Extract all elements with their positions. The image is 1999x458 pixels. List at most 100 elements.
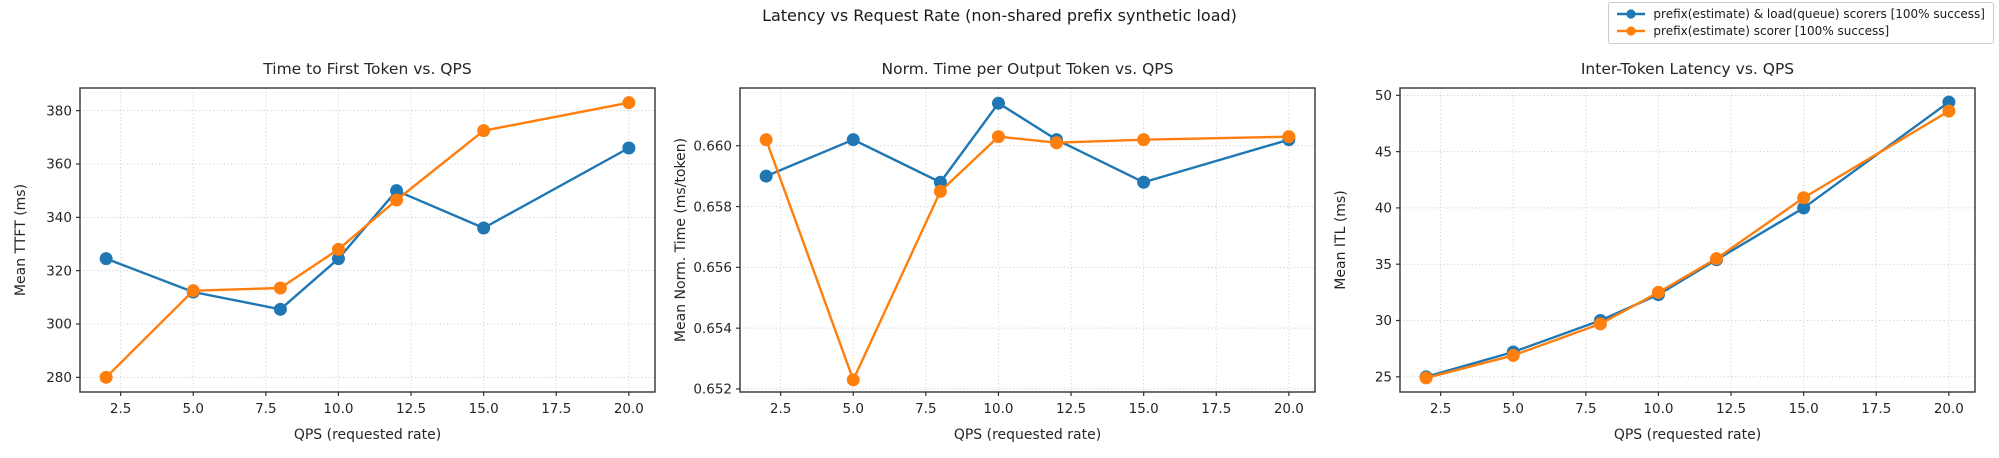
x-tick-label: 7.5: [915, 401, 936, 417]
legend-line-marker-icon: [1617, 26, 1646, 36]
y-tick-label: 0.654: [693, 321, 732, 337]
x-tick-label: 10.0: [983, 401, 1013, 417]
data-point-marker: [1137, 133, 1151, 147]
data-point-marker: [991, 130, 1005, 144]
series-line: [104, 146, 631, 311]
y-tick-label: 300: [46, 317, 72, 333]
charts-row: 2.5 5.0 7.5 10.0 12.5 15.0 17.5 20.0 280 300 320 34…: [0, 52, 1999, 456]
x-tick-label: 15.0: [1129, 401, 1159, 417]
x-tick-label: 7.5: [1575, 401, 1596, 417]
y-tick-label: 280: [46, 370, 72, 386]
data-point-marker: [1797, 191, 1811, 205]
y-tick-label: 380: [46, 103, 72, 119]
x-axis-label: QPS (requested rate): [1614, 427, 1761, 443]
data-point-marker: [186, 284, 200, 298]
data-point-marker: [759, 133, 773, 147]
chart-title: Time to First Token vs. QPS: [262, 60, 471, 78]
y-tick-label: 40: [1375, 201, 1392, 217]
x-tick-label: 17.5: [1201, 401, 1231, 417]
y-tick-label: 360: [46, 157, 72, 173]
data-point-marker: [477, 221, 491, 235]
data-point-marker: [1050, 136, 1064, 150]
data-point-marker: [1137, 175, 1151, 189]
data-point-marker: [99, 370, 113, 384]
data-point-marker: [273, 281, 287, 295]
x-tick-label: 5.0: [843, 401, 864, 417]
x-tick-label: 2.5: [1430, 401, 1451, 417]
series-line: [1424, 109, 1951, 380]
data-point-marker: [933, 175, 947, 189]
y-tick-label: 340: [46, 210, 72, 226]
data-point-marker: [1710, 252, 1724, 266]
series-line: [104, 101, 631, 379]
y-tick-label: 50: [1375, 88, 1392, 104]
x-tick-label: 5.0: [1503, 401, 1524, 417]
data-point-marker: [1942, 95, 1956, 109]
series-line: [764, 135, 1291, 382]
legend-line-marker-icon: [1617, 9, 1646, 19]
x-tick-label: 15.0: [1789, 401, 1819, 417]
y-tick-label: 320: [46, 263, 72, 279]
x-tick-label: 7.5: [255, 401, 276, 417]
chart-inter-token-latency-vs-qps: 2.5 5.0 7.5 10.0 12.5 15.0 17.5 20.0 25 30 35 40 45 5…: [1333, 60, 1976, 443]
chart-title: Norm. Time per Output Token vs. QPS: [882, 60, 1174, 78]
plot-border: [1399, 87, 1976, 393]
data-point-marker: [390, 184, 404, 198]
x-axis-label: QPS (requested rate): [294, 427, 441, 443]
data-point-marker: [1797, 201, 1811, 215]
series-line: [764, 102, 1291, 184]
legend-item-label: prefix(estimate) & load(queue) scorers […: [1653, 7, 1985, 21]
y-tick-label: 0.660: [693, 138, 732, 154]
data-point-marker: [1506, 348, 1520, 362]
x-tick-label: 12.5: [1056, 401, 1086, 417]
y-tick-label: 0.656: [693, 260, 732, 276]
data-point-marker: [1651, 285, 1665, 299]
x-tick-label: 12.5: [396, 401, 426, 417]
data-point-marker: [477, 124, 491, 138]
data-point-marker: [622, 141, 636, 155]
x-tick-label: 2.5: [110, 401, 131, 417]
legend-item-label: prefix(estimate) scorer [100% success]: [1653, 24, 1890, 38]
series-line: [1424, 100, 1951, 378]
data-point-marker: [991, 96, 1005, 110]
data-point-marker: [759, 169, 773, 183]
y-tick-label: 0.652: [693, 382, 732, 398]
legend-item: prefix(estimate) scorer [100% success]: [1616, 23, 1985, 39]
data-point-marker: [1419, 371, 1433, 385]
data-point-marker: [99, 252, 113, 266]
legend-item: prefix(estimate) & load(queue) scorers […: [1616, 6, 1985, 22]
data-point-marker: [273, 302, 287, 316]
figure-suptitle: Latency vs Request Rate (non-shared pref…: [762, 6, 1237, 25]
x-tick-label: 12.5: [1716, 401, 1746, 417]
chart-norm-time-per-output-token-vs-qps: 2.5 5.0 7.5 10.0 12.5 15.0 17.5 20.0 0.652 0.654 0…: [673, 60, 1316, 443]
y-axis-label: Mean TTFT (ms): [13, 184, 29, 296]
data-point-marker: [846, 373, 860, 387]
data-point-marker: [622, 96, 636, 110]
y-tick-label: 0.658: [693, 199, 732, 215]
x-tick-label: 5.0: [183, 401, 204, 417]
y-tick-label: 30: [1375, 313, 1392, 329]
data-point-marker: [390, 193, 404, 207]
data-point-marker: [1942, 104, 1956, 118]
y-axis-label: Mean ITL (ms): [1333, 190, 1349, 289]
y-tick-label: 35: [1375, 257, 1392, 273]
data-point-marker: [933, 184, 947, 198]
data-point-marker: [1282, 130, 1296, 144]
chart-title: Inter-Token Latency vs. QPS: [1581, 60, 1794, 78]
legend: prefix(estimate) & load(queue) scorers […: [1608, 2, 1994, 44]
x-tick-label: 20.0: [1274, 401, 1304, 417]
x-tick-label: 15.0: [469, 401, 499, 417]
x-tick-label: 20.0: [614, 401, 644, 417]
plot-border: [739, 87, 1316, 393]
data-point-marker: [331, 242, 345, 256]
y-axis-label: Mean Norm. Time (ms/token): [673, 138, 689, 342]
chart-time-to-first-token-vs-qps: 2.5 5.0 7.5 10.0 12.5 15.0 17.5 20.0 280 300 320 34…: [13, 60, 656, 443]
data-point-marker: [846, 133, 860, 147]
y-tick-label: 25: [1375, 370, 1392, 386]
data-point-marker: [1593, 317, 1607, 331]
x-tick-label: 10.0: [1643, 401, 1673, 417]
x-tick-label: 20.0: [1934, 401, 1964, 417]
x-tick-label: 17.5: [541, 401, 571, 417]
x-axis-label: QPS (requested rate): [954, 427, 1101, 443]
x-tick-label: 17.5: [1861, 401, 1891, 417]
